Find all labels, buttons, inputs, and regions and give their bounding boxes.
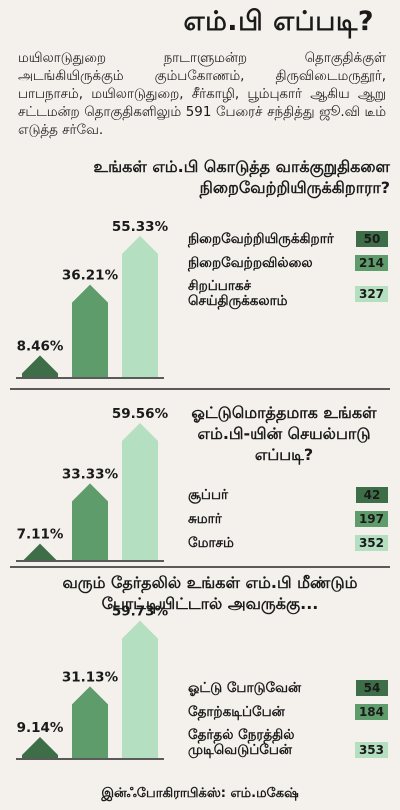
legend-label: நிறைவேற்றியிருக்கிறார்	[188, 230, 334, 247]
legend-item: சுமார் 197	[188, 511, 388, 527]
count-badge: 353	[354, 742, 388, 758]
page-title: எம்.பி எப்படி?	[183, 6, 374, 37]
legend-item: மோசம் 352	[188, 535, 388, 551]
value-label: 7.11%	[17, 527, 64, 543]
legend-label: தேர்தல் நேரத்தில் முடிவெடுப்பேன்	[188, 727, 295, 758]
value-label: 59.56%	[112, 406, 169, 422]
legend-label: சுமார்	[188, 510, 222, 527]
value-label: 55.33%	[112, 219, 169, 235]
legend-2: சூப்பர் 42 சுமார் 197 மோசம் 352	[188, 487, 388, 559]
count-badge: 184	[354, 704, 388, 720]
legend-item: நிறைவேற்றவில்லை 214	[188, 255, 388, 271]
count-badge: 214	[354, 255, 388, 271]
survey-intro: மயிலாடுதுறை நாடாளுமன்ற தொகுதிக்குள் அடங்…	[18, 51, 386, 138]
count-badge: 352	[354, 535, 388, 551]
question-1: உங்கள் எம்.பி கொடுத்த வாக்குறுதிகளை நிறை…	[93, 157, 390, 197]
value-label: 9.14%	[17, 720, 64, 736]
legend-item: சிறப்பாகச் செய்திருக்கலாம் 327	[188, 279, 388, 309]
count-badge: 327	[354, 286, 388, 302]
value-label: 8.46%	[17, 338, 64, 354]
bar-2	[72, 284, 108, 377]
bar-1	[22, 355, 58, 377]
value-label: 36.21%	[62, 268, 119, 284]
value-label: 59.73%	[112, 604, 169, 620]
count-badge: 197	[354, 511, 388, 527]
legend-item: சூப்பர் 42	[188, 487, 388, 503]
count-badge: 42	[356, 487, 388, 503]
bar-1	[22, 543, 58, 562]
legend-label: மோசம்	[188, 534, 234, 551]
credit: இன்ஃபோகிராபிக்ஸ்: எம்.மகேஷ்	[101, 786, 299, 801]
count-badge: 50	[356, 231, 388, 247]
legend-item: தேர்தல் நேரத்தில் முடிவெடுப்பேன் 353	[188, 728, 388, 758]
legend-label: நிறைவேற்றவில்லை	[188, 254, 313, 271]
legend-item: ஓட்டு போடுவேன் 54	[188, 680, 388, 696]
legend-label: சூப்பர்	[188, 486, 229, 503]
bar-2	[72, 483, 108, 560]
question-2: ஓட்டுமொத்தமாக உங்கள் எம்.பி-யின் செயல்பா…	[191, 403, 377, 464]
bar-3	[122, 235, 158, 377]
divider	[10, 566, 390, 568]
bar-3	[122, 620, 158, 758]
bar-3	[122, 423, 158, 560]
chart-1: 8.46% 36.21% 55.33%	[16, 219, 169, 379]
legend-item: தோற்கடிப்பேன் 184	[188, 704, 388, 720]
chart-3: 9.14% 31.13% 59.73%	[16, 604, 169, 760]
legend-1: நிறைவேற்றியிருக்கிறார் 50 நிறைவேற்றவில்லை…	[188, 231, 388, 317]
question-3: வரும் தேர்தலில் உங்கள் எம்.பி மீண்டும் ப…	[62, 573, 358, 613]
legend-label: சிறப்பாகச் செய்திருக்கலாம்	[188, 278, 288, 309]
divider	[10, 388, 390, 390]
legend-3: ஓட்டு போடுவேன் 54 தோற்கடிப்பேன் 184 தேர்தல…	[188, 680, 388, 766]
value-label: 33.33%	[62, 466, 119, 482]
legend-item: நிறைவேற்றியிருக்கிறார் 50	[188, 231, 388, 247]
legend-label: தோற்கடிப்பேன்	[188, 703, 285, 720]
legend-label: ஓட்டு போடுவேன்	[188, 679, 302, 696]
value-label: 31.13%	[62, 669, 119, 685]
bar-2	[72, 686, 108, 758]
chart-2: 7.11% 33.33% 59.56%	[16, 406, 169, 562]
count-badge: 54	[356, 680, 388, 696]
bar-1	[22, 736, 58, 758]
